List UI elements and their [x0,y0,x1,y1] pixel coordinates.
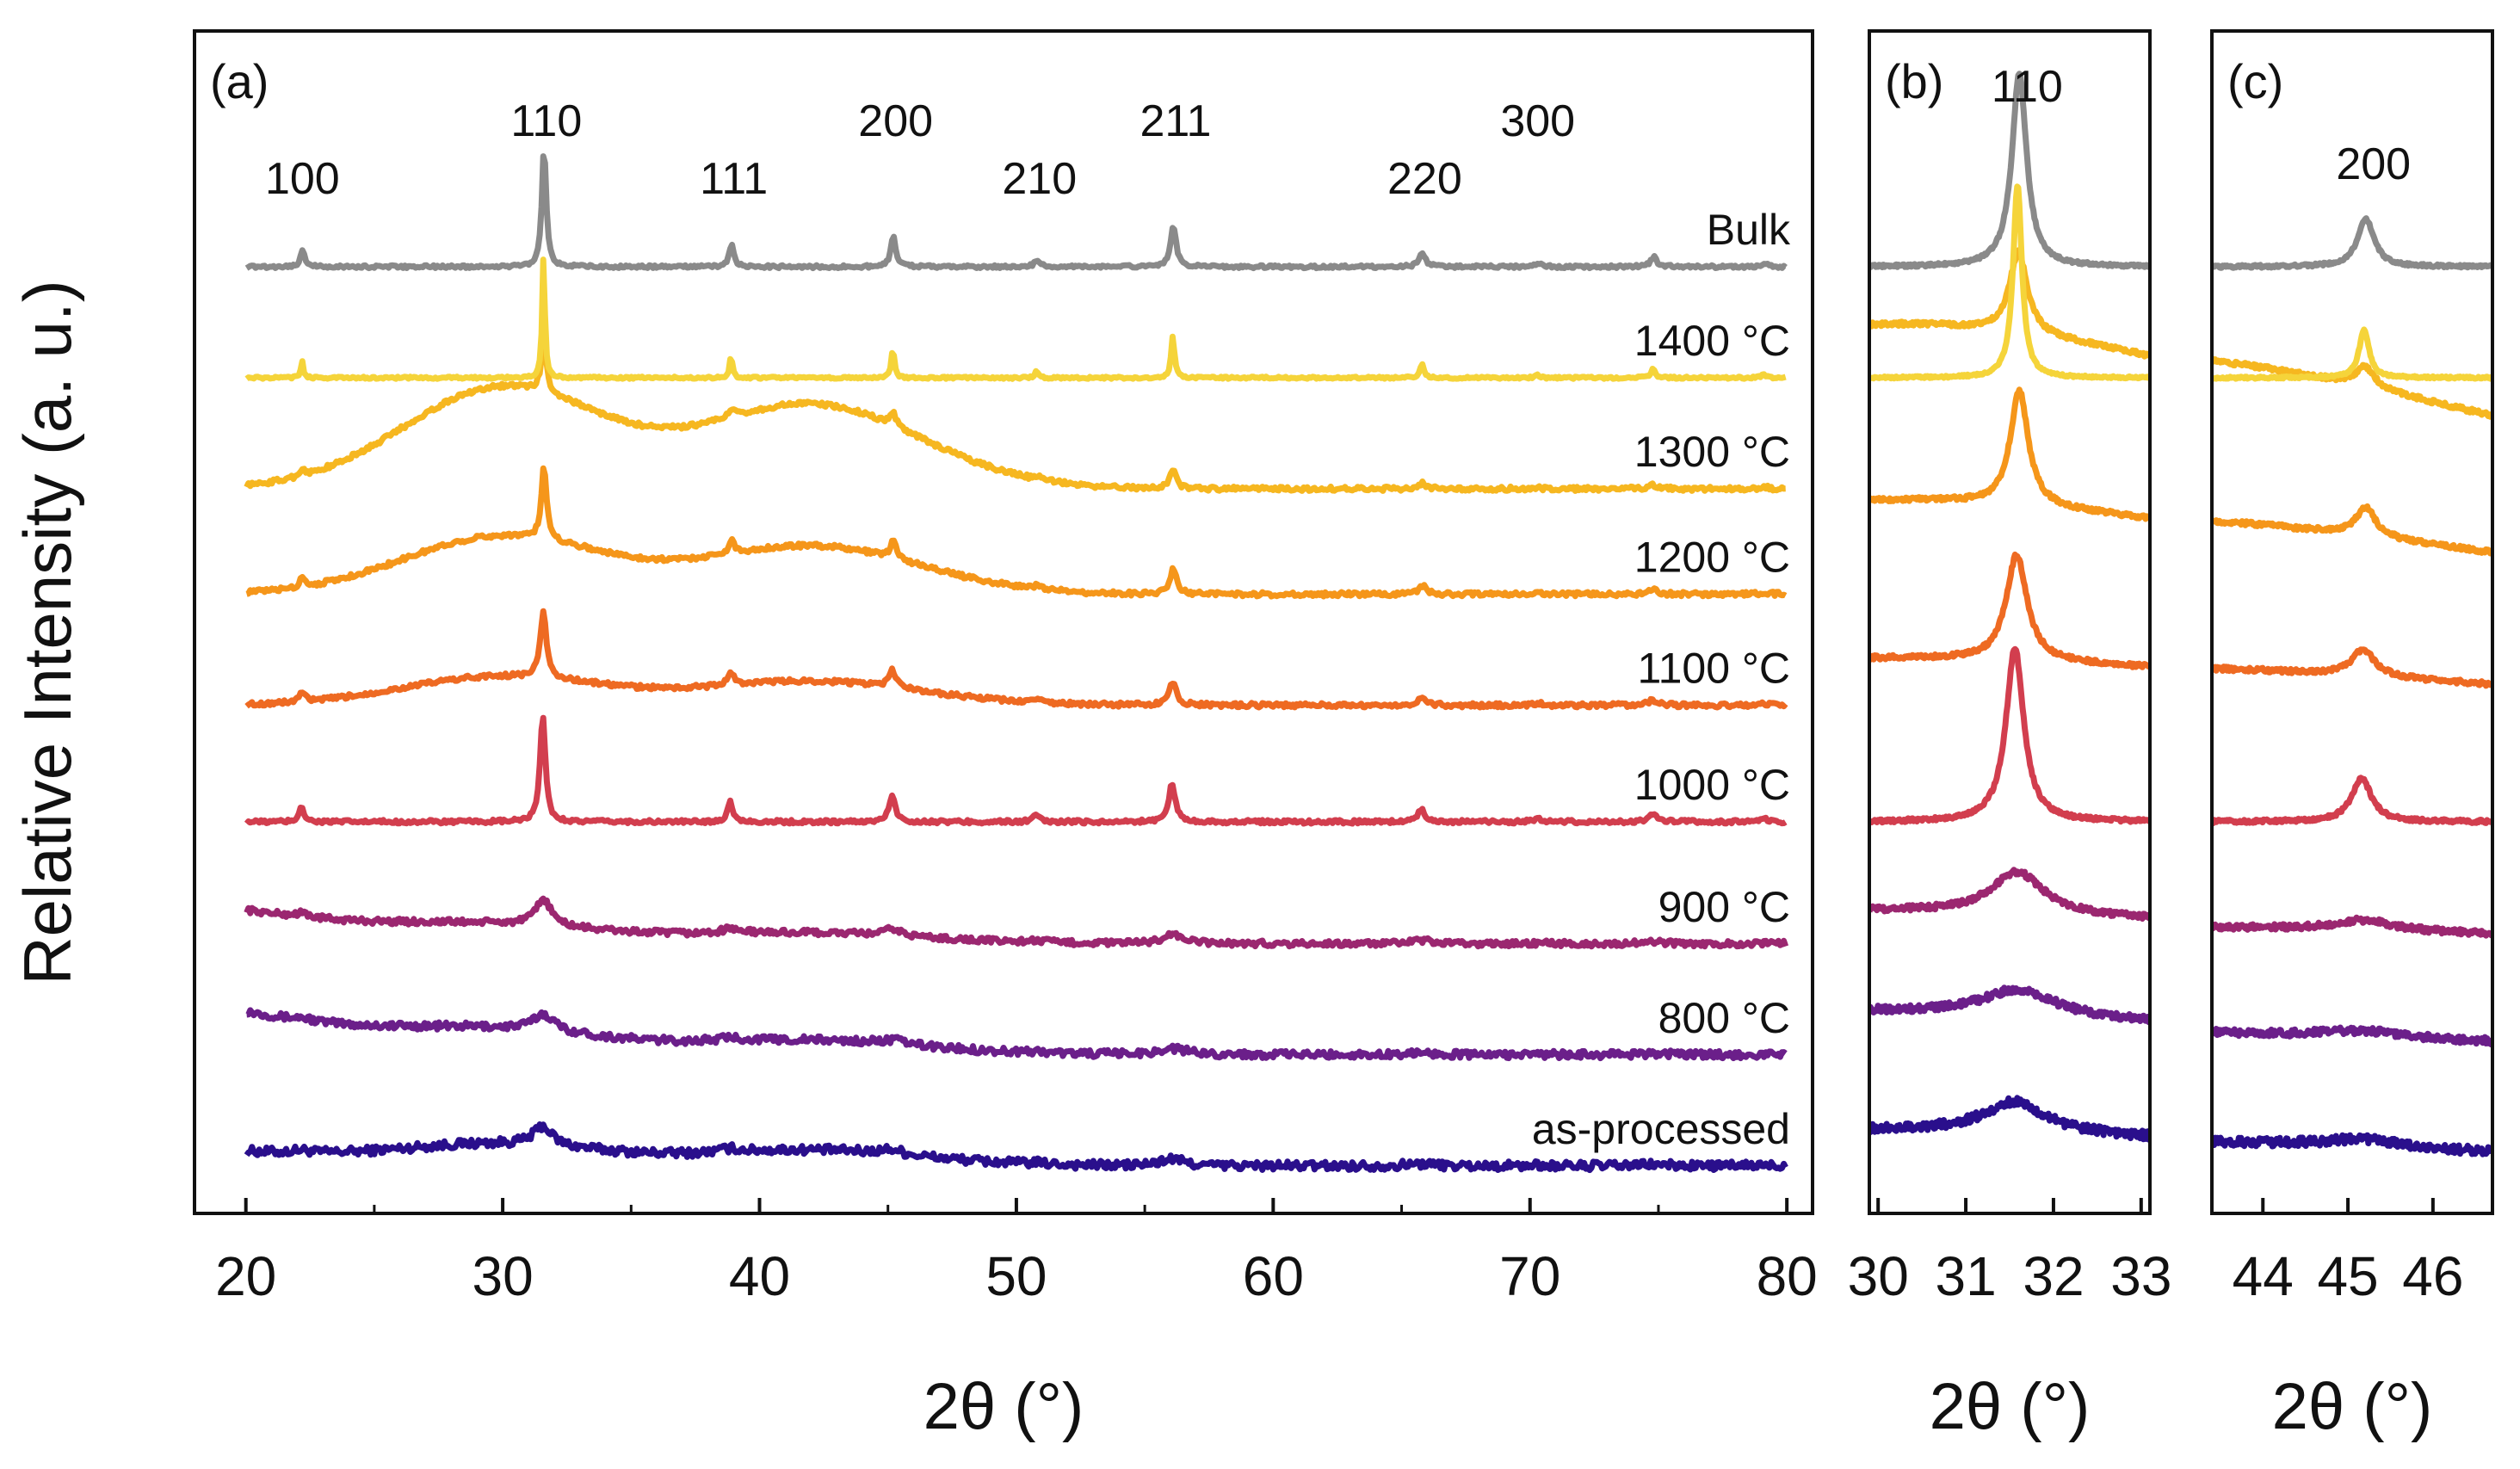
panel-label: (a) [210,54,269,108]
hkl-label-200: 200 [2336,139,2411,189]
series-label: 1300 °C [1634,428,1790,476]
panel-b: 30 31 32 33 (b) 110 2θ (°) [1848,29,2171,1443]
hkl-label-111: 111 [700,154,768,204]
series-curve-1400-c [244,256,1788,382]
series-curve-bulk [1869,71,2150,271]
series-curve-900-c [1869,867,2150,922]
series-curve-800-c [1869,984,2150,1026]
plot-frame [193,29,1814,1215]
series-curve-1300-c [2212,356,2492,420]
series-curve-1400-c [1869,183,2150,382]
series-curve-as-processed [244,1121,1788,1174]
series-label: 900 °C [1658,883,1790,931]
series-label: 1100 °C [1637,645,1790,693]
x-tick-label: 45 [2317,1245,2378,1307]
series-label: Bulk [1707,206,1791,254]
series-curve-1300-c [244,339,1788,494]
panel-c: 44 45 46 (c) 200 2θ (°) [2210,29,2494,1443]
series-curve-1400-c [2212,326,2492,382]
curves [2212,215,2492,1157]
hkl-label-300: 300 [1500,96,1575,146]
series-curve-800-c [2212,1024,2492,1048]
series-curve-1000-c [2212,775,2492,827]
x-tick-label: 30 [1848,1245,1909,1307]
series-label: 1200 °C [1634,534,1790,582]
x-tick-label: 32 [2023,1245,2084,1307]
hkl-label-211: 211 [1140,96,1211,146]
x-tick-label: 44 [2233,1245,2294,1307]
series-curve-1200-c [245,465,1788,600]
panel-a: 20 30 40 50 60 70 80 (a) 100 110 111 200 210 211 220 30… [193,29,1818,1443]
series-curve-900-c [244,895,1789,950]
series-label: 1400 °C [1634,317,1790,365]
series-curve-800-c [245,1007,1788,1062]
x-tick-label: 31 [1935,1245,1996,1307]
series-label: as-processed [1532,1105,1790,1153]
plot-frame [1868,29,2152,1215]
series-curve-as-processed [2212,1132,2492,1157]
series-curve-1200-c [1869,386,2150,522]
hkl-label-110: 110 [510,96,582,146]
x-tick-label: 60 [1243,1245,1304,1307]
series-label: 800 °C [1658,994,1790,1042]
series-label: 1000 °C [1634,761,1790,809]
x-tick-label: 46 [2402,1245,2463,1307]
hkl-label-110: 110 [1992,62,2063,112]
x-axis-label: 2θ (°) [923,1370,1084,1443]
x-tick-label: 40 [729,1245,790,1307]
hkl-label-200: 200 [858,96,933,146]
x-tick-label: 50 [985,1245,1047,1307]
x-tick-label: 70 [1499,1245,1560,1307]
panel-label: (b) [1885,54,1943,108]
hkl-label-210: 210 [1002,154,1077,204]
series-curve-900-c [2212,914,2492,939]
x-tick-label: 30 [472,1245,534,1307]
series-curve-1000-c [244,714,1788,827]
x-tick-label: 20 [215,1245,276,1307]
x-axis-label: 2θ (°) [1930,1370,2091,1443]
series-curve-1100-c [1869,551,2150,670]
series-curve-1200-c [2212,503,2492,557]
series-curve-1100-c [2212,646,2492,689]
plot-frame [2210,29,2494,1215]
series-curve-as-processed [1869,1095,2150,1143]
series-curve-bulk [244,153,1788,272]
y-axis-label: Relative Intensity (a. u.) [9,280,85,984]
x-tick-label: 80 [1757,1245,1818,1307]
series-curve-bulk [2212,215,2492,271]
curves [244,153,1789,1174]
hkl-label-100: 100 [265,154,340,204]
curves [1869,71,2150,1143]
series-curve-1000-c [1869,645,2150,826]
panel-label: (c) [2227,54,2283,108]
hkl-label-220: 220 [1387,154,1462,204]
x-tick-label: 33 [2110,1245,2171,1307]
x-axis-label: 2θ (°) [2272,1370,2433,1443]
series-curve-1100-c [244,608,1788,711]
